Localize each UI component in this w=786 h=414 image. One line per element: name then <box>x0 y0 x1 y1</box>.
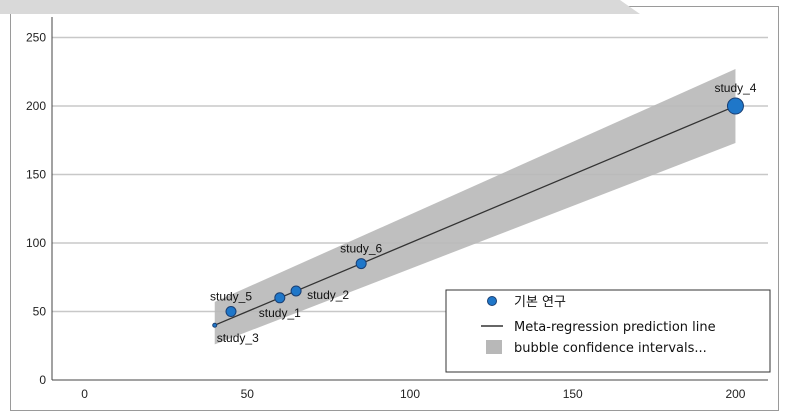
point-label-study_5: study_5 <box>210 290 252 304</box>
point-study_6 <box>355 258 367 270</box>
confidence-band-area <box>214 69 736 345</box>
x-tick-label-50: 50 <box>241 387 255 401</box>
x-tick-label-0: 0 <box>81 387 88 401</box>
gridlines <box>52 36 768 313</box>
y-tick-label-50: 50 <box>33 305 47 319</box>
point-study_1 <box>274 292 286 304</box>
y-tick-label-100: 100 <box>26 236 46 250</box>
y-tick-label-250: 250 <box>26 31 46 45</box>
point-label-study_2: study_2 <box>307 288 349 302</box>
point-study_2 <box>290 285 302 297</box>
x-tick-label-200: 200 <box>725 387 745 401</box>
axes <box>51 17 768 381</box>
y-tick-label-200: 200 <box>26 99 46 113</box>
point-study_3 <box>212 322 218 328</box>
x-tick-label-150: 150 <box>563 387 583 401</box>
point-label-study_3: study_3 <box>217 331 259 345</box>
legend-label-band: bubble confidence intervals... <box>514 341 707 356</box>
prediction-line <box>214 105 736 326</box>
header-shadow-decoration <box>0 0 640 14</box>
legend-label-points: 기본 연구 <box>514 295 566 310</box>
legend-box <box>445 289 771 373</box>
confidence-band <box>214 69 736 345</box>
point-label-study_4: study_4 <box>714 81 756 95</box>
legend: 기본 연구 Meta-regression prediction line bu… <box>445 289 771 373</box>
legend-label-line: Meta-regression prediction line <box>514 320 716 335</box>
y-tick-label-150: 150 <box>26 168 46 182</box>
legend-band-swatch <box>486 340 502 354</box>
data-points <box>212 97 744 328</box>
prediction-line-group <box>214 105 736 326</box>
point-label-study_1: study_1 <box>259 306 301 320</box>
tick-labels: 0 50 100 150 200 250 0 50 100 150 200 <box>26 31 746 401</box>
data-point-labels: study_1 study_2 study_3 study_4 study_5 study… <box>210 81 757 345</box>
point-label-study_6: study_6 <box>340 242 382 256</box>
point-study_5 <box>225 306 237 318</box>
x-tick-label-100: 100 <box>400 387 420 401</box>
legend-point-swatch <box>487 296 497 306</box>
y-tick-label-0: 0 <box>39 373 46 387</box>
point-study_4 <box>726 97 744 115</box>
